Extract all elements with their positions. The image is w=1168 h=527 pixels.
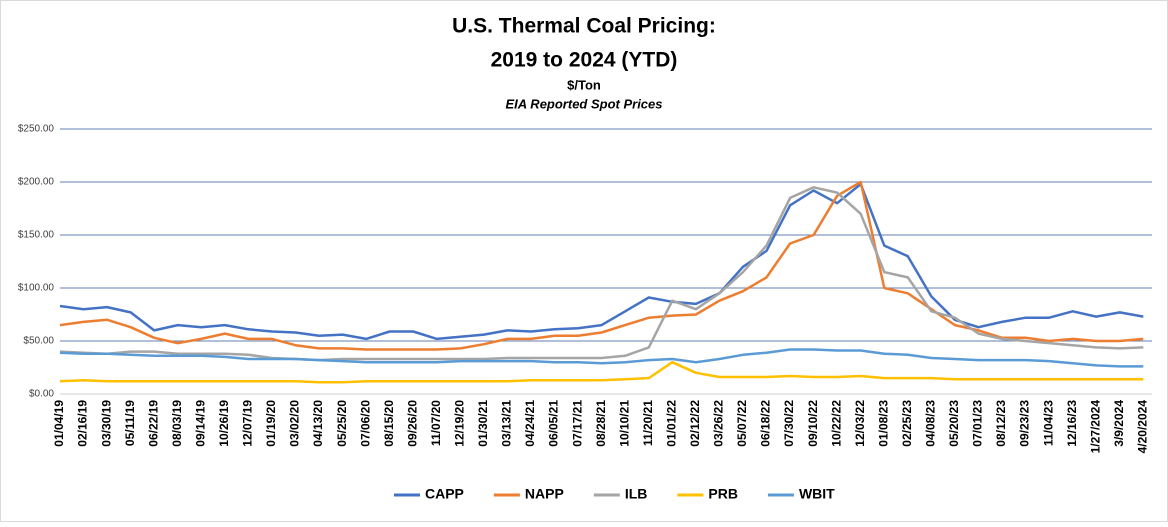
x-tick-label: 02/25/23 [900, 400, 914, 447]
x-tick-label: 01/19/20 [264, 400, 278, 447]
x-tick-label: 1/27/2024 [1088, 400, 1102, 454]
x-tick-label: 07/06/20 [358, 400, 372, 447]
x-tick-label: 03/30/19 [99, 400, 113, 447]
x-tick-label: 01/04/19 [52, 400, 66, 447]
y-tick-label: $250.00 [18, 124, 55, 135]
x-tick-label: 05/07/22 [735, 400, 749, 447]
x-tick-label: 11/04/23 [1041, 400, 1055, 446]
x-tick-label: 01/01/22 [664, 400, 678, 447]
x-tick-label: 09/23/23 [1018, 400, 1032, 447]
x-tick-label: 08/12/23 [994, 400, 1008, 447]
x-tick-label: 07/30/22 [782, 400, 796, 447]
x-tick-label: 11/20/21 [641, 400, 655, 446]
x-tick-label: 05/11/19 [123, 400, 137, 446]
series-line [59, 180, 1144, 351]
y-tick-label: $50.00 [23, 336, 54, 347]
x-tick-label: 02/16/19 [76, 400, 90, 447]
y-tick-label: $0.00 [29, 389, 54, 400]
chart-title: 2019 to 2024 (YTD) [491, 49, 678, 72]
x-tick-label: 05/25/20 [335, 400, 349, 447]
chart-note: EIA Reported Spot Prices [506, 96, 663, 111]
x-tick-label: 11/07/20 [429, 400, 443, 446]
x-tick-label: 4/20/2024 [1135, 400, 1149, 454]
legend-label: WBIT [799, 486, 835, 502]
x-tick-label: 03/13/21 [500, 400, 514, 447]
x-tick-label: 12/03/22 [853, 400, 867, 447]
series-line [59, 360, 1144, 384]
x-tick-label: 08/28/21 [594, 400, 608, 447]
x-tick-label: 06/18/22 [759, 400, 773, 447]
series-line [59, 348, 1144, 368]
x-tick-label: 10/26/19 [217, 400, 231, 447]
x-tick-label: 04/13/20 [311, 400, 325, 447]
x-tick-label: 09/26/20 [405, 400, 419, 447]
x-tick-label: 06/22/19 [146, 400, 160, 447]
x-tick-label: 03/26/22 [712, 400, 726, 447]
x-tick-label: 12/16/23 [1065, 400, 1079, 447]
x-tick-label: 01/08/23 [876, 400, 890, 447]
x-tick-label: 3/9/2024 [1112, 400, 1126, 447]
x-tick-label: 09/10/22 [806, 400, 820, 447]
legend-label: NAPP [525, 486, 564, 502]
y-tick-label: $200.00 [18, 177, 55, 188]
chart-title: U.S. Thermal Coal Pricing: [452, 15, 716, 38]
x-tick-label: 07/01/23 [971, 400, 985, 447]
series-line [59, 186, 1144, 362]
x-tick-label: 03/02/20 [288, 400, 302, 447]
chart-subtitle: $/Ton [567, 77, 601, 92]
legend-label: ILB [625, 486, 648, 502]
x-tick-label: 10/22/22 [829, 400, 843, 447]
y-tick-label: $150.00 [18, 230, 55, 241]
x-tick-label: 12/19/20 [453, 400, 467, 447]
x-tick-label: 08/03/19 [170, 400, 184, 447]
legend-label: CAPP [425, 486, 464, 502]
x-tick-label: 08/15/20 [382, 400, 396, 447]
x-tick-label: 04/08/23 [924, 400, 938, 447]
x-tick-label: 01/30/21 [476, 400, 490, 447]
x-tick-label: 12/07/19 [241, 400, 255, 447]
x-tick-label: 06/05/21 [547, 400, 561, 447]
x-tick-label: 07/17/21 [570, 400, 584, 447]
x-tick-label: 05/20/23 [947, 400, 961, 447]
x-tick-label: 10/10/21 [617, 400, 631, 447]
x-tick-label: 02/12/22 [688, 400, 702, 447]
y-tick-label: $100.00 [18, 283, 55, 294]
x-tick-label: 04/24/21 [523, 400, 537, 447]
x-tick-label: 09/14/19 [193, 400, 207, 447]
legend-label: PRB [708, 486, 738, 502]
